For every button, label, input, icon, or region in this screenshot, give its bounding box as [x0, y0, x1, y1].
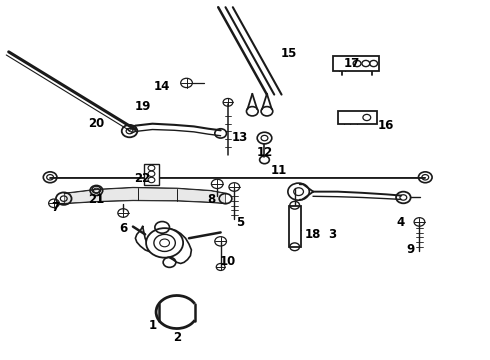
Circle shape [146, 228, 183, 258]
Text: 3: 3 [329, 228, 337, 241]
Text: 22: 22 [135, 172, 151, 185]
Text: 15: 15 [281, 47, 297, 60]
Text: 12: 12 [256, 146, 272, 159]
Text: 6: 6 [119, 222, 127, 235]
Text: 17: 17 [344, 57, 360, 70]
FancyBboxPatch shape [338, 111, 376, 124]
Text: 10: 10 [220, 255, 236, 268]
Text: 14: 14 [154, 80, 171, 93]
Text: 20: 20 [88, 117, 104, 130]
Text: 7: 7 [51, 201, 59, 214]
Text: 19: 19 [134, 100, 151, 113]
Text: 16: 16 [378, 119, 394, 132]
Text: 1: 1 [148, 319, 156, 332]
Polygon shape [65, 188, 225, 203]
Text: 18: 18 [305, 228, 321, 241]
Text: 21: 21 [88, 193, 104, 206]
FancyBboxPatch shape [333, 56, 379, 71]
FancyBboxPatch shape [289, 206, 301, 247]
Text: 2: 2 [173, 331, 181, 344]
FancyBboxPatch shape [144, 165, 159, 185]
Text: 9: 9 [407, 243, 415, 256]
Text: 5: 5 [236, 216, 244, 229]
Text: 4: 4 [397, 216, 405, 229]
Text: 8: 8 [207, 193, 215, 206]
Text: 13: 13 [232, 131, 248, 144]
Text: 11: 11 [271, 164, 287, 177]
